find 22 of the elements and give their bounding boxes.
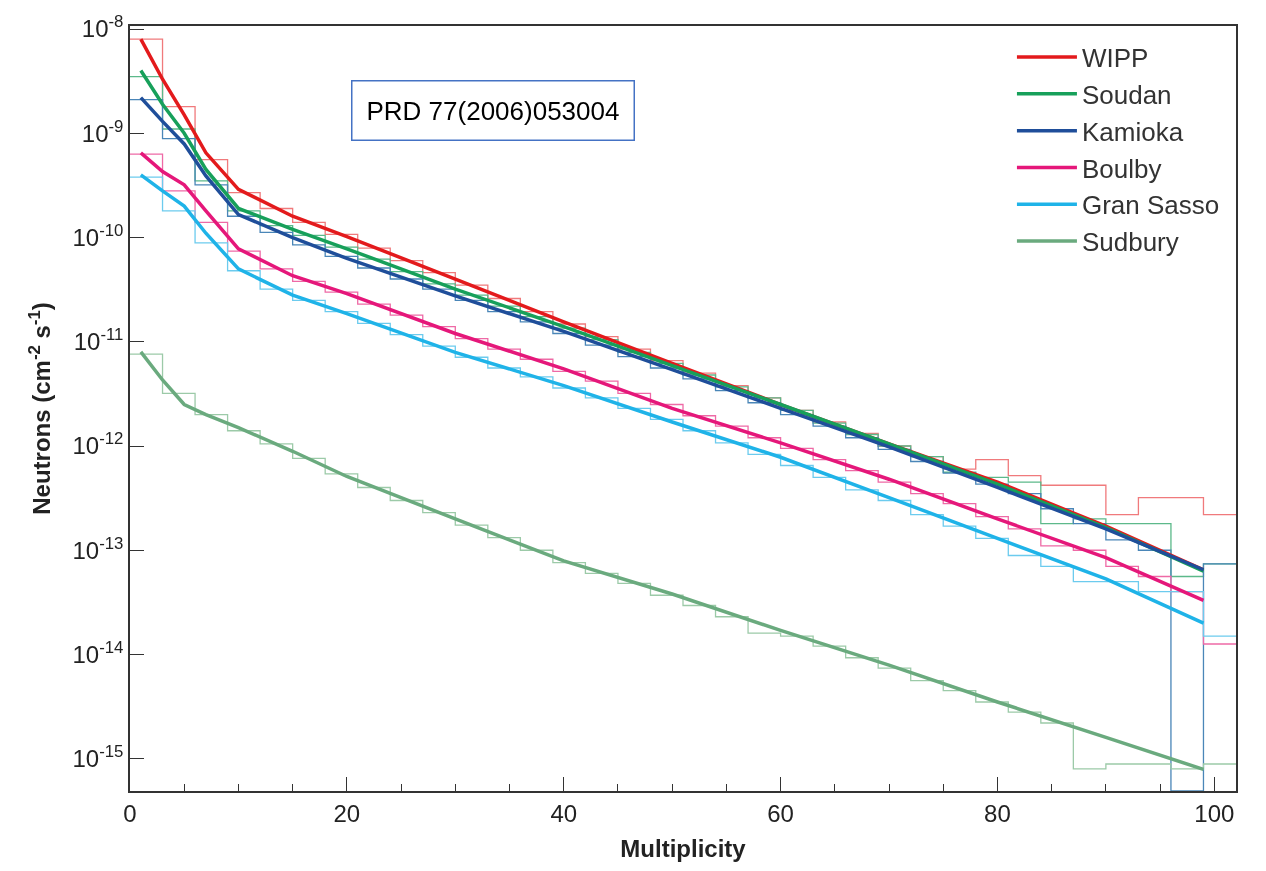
x-tick-label: 20 (333, 799, 361, 827)
y-tick-label: 10$^{-9}$ (81, 116, 124, 147)
x-tick-label: 100 (1194, 799, 1235, 827)
x-tick-label: 0 (123, 799, 137, 827)
y-tick-label: 10$^{-11}$ (73, 325, 124, 356)
y-tick-label: 10$^{-10}$ (72, 220, 124, 251)
legend-label: Sudbury (1081, 227, 1179, 258)
x-axis-title: Multiplicity (620, 835, 747, 863)
x-tick-label: 40 (550, 799, 578, 827)
legend-label: Kamioka (1081, 116, 1184, 147)
y-tick-label: 10$^{-13}$ (72, 533, 124, 564)
x-tick-label: 80 (984, 799, 1011, 827)
legend-label: Boulby (1081, 153, 1162, 184)
annotation: PRD 77(2006)053004 (366, 95, 620, 126)
legend-label: WIPP (1081, 43, 1149, 74)
y-tick-label: 10$^{-15}$ (72, 742, 124, 773)
y-tick-label: 10$^{-8}$ (81, 12, 124, 43)
y-tick-label: 10$^{-12}$ (72, 429, 124, 460)
x-tick-label: 60 (767, 799, 794, 827)
legend-label: Soudan (1081, 79, 1172, 110)
y-tick-label: 10$^{-14}$ (72, 637, 124, 668)
legend-label: Gran Sasso (1081, 190, 1220, 221)
